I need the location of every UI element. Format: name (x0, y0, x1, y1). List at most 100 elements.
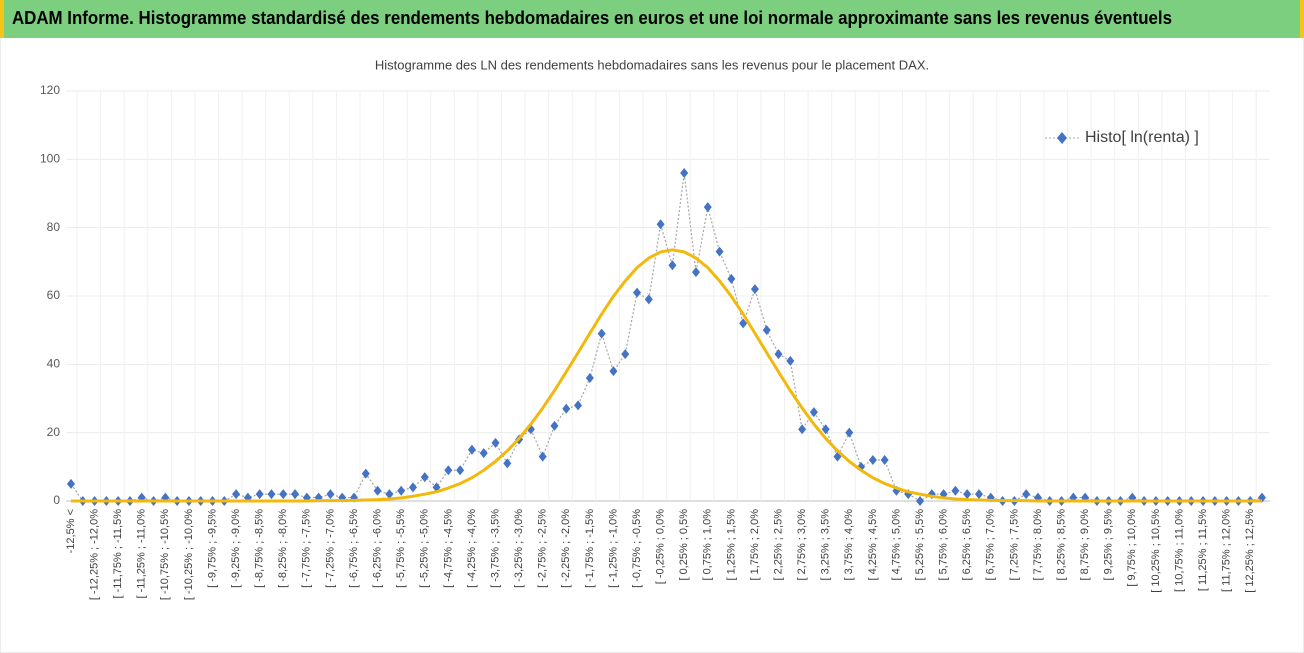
data-point (821, 424, 830, 435)
data-point (397, 485, 406, 496)
data-point (809, 407, 818, 418)
y-tick-label: 120 (40, 83, 60, 97)
x-tick-label: [ -1,25% ; -1,0% (607, 509, 619, 588)
x-tick-label: [ 8,75% ; 9,0% (1079, 509, 1091, 581)
banner (0, 0, 1304, 38)
data-point (868, 455, 877, 465)
x-tick-label: [ -9,75% ; -9,5% (206, 509, 218, 588)
data-point (491, 437, 500, 448)
data-point (597, 328, 606, 339)
x-tick-label: [ -10,75% ; -10,5% (159, 509, 171, 600)
x-tick-label: [ 5,75% ; 6,0% (938, 509, 950, 581)
data-point (609, 366, 618, 377)
data-point (727, 273, 736, 284)
data-point (456, 465, 465, 476)
data-point (562, 403, 571, 414)
x-tick-label: [ 3,75% ; 4,0% (843, 509, 855, 581)
x-tick-label: [ -8,75% ; -8,5% (254, 509, 266, 588)
x-tick-label: [ 6,75% ; 7,0% (985, 509, 997, 581)
normal-curve (71, 248, 1262, 503)
banner-edge (1300, 0, 1304, 38)
data-point (633, 287, 642, 298)
x-tick-label: [ 10,25% ; 10,5% (1150, 509, 1162, 593)
data-point (479, 448, 488, 459)
data-point (361, 468, 370, 479)
x-tick-label: [ 9,25% ; 9,5% (1103, 509, 1115, 581)
y-tick-label: 80 (47, 220, 61, 234)
x-tick-label: [ 3,25% ; 3,5% (820, 509, 832, 581)
data-point (750, 284, 759, 295)
x-tick-label: [ -8,25% ; -8,0% (277, 509, 289, 588)
x-tick-label: [ 1,75% ; 2,0% (749, 509, 761, 581)
data-point (550, 420, 559, 431)
x-tick-label: [ -5,25% ; -5,0% (419, 509, 431, 588)
x-tick-label: [ 7,75% ; 8,0% (1032, 509, 1044, 581)
x-tick-label: [ -5,75% ; -5,5% (395, 509, 407, 588)
x-tick-label: [ 11,25% ; 11,5% (1197, 509, 1209, 591)
data-point (373, 485, 382, 496)
x-tick-label: [ 1,25% ; 1,5% (725, 509, 737, 581)
x-tick-label: [ 0,25% ; 0,5% (678, 509, 690, 581)
x-tick-label: [ -6,75% ; -6,5% (348, 509, 360, 588)
data-point (916, 496, 925, 506)
x-tick-label: [ -10,25% ; -10,0% (183, 509, 195, 600)
banner-title: ADAM Informe. Histogramme standardisé de… (12, 8, 1172, 28)
data-point (798, 424, 807, 435)
data-point (644, 294, 653, 305)
x-tick-label: [ 10,75% ; 11,0% (1173, 509, 1185, 592)
x-tick-label: [ 11,75% ; 12,0% (1221, 509, 1233, 592)
data-point (703, 202, 712, 213)
data-point (385, 489, 394, 500)
x-tick-label: [ 12,25% ; 12,5% (1244, 509, 1256, 593)
x-tick-label: [ -7,25% ; -7,0% (324, 509, 336, 588)
data-point (668, 260, 677, 271)
x-tick-label: [ 0,75% ; 1,0% (702, 509, 714, 581)
data-point (574, 400, 583, 411)
data-point (963, 489, 972, 500)
y-tick-label: 40 (47, 357, 61, 371)
x-tick-label: [ -7,75% ; -7,5% (301, 509, 313, 588)
data-point (691, 267, 700, 278)
x-tick-label: [ -2,25% ; -2,0% (560, 509, 572, 588)
y-tick-label: 0 (53, 493, 60, 507)
data-point (267, 489, 276, 500)
x-tick-label: [ -12,25% ; -12,0% (88, 509, 100, 600)
x-tick-label: [ 5,25% ; 5,5% (914, 509, 926, 581)
data-point (621, 349, 630, 360)
data-point (974, 489, 983, 500)
x-tick-label: [ -9,25% ; -9,0% (230, 509, 242, 588)
legend-label: Histo[ ln(renta) ] (1085, 129, 1199, 146)
x-tick-label: [ -1,75% ; -1,5% (584, 509, 596, 588)
y-tick-label: 100 (40, 152, 60, 166)
data-point (585, 373, 594, 383)
x-tick-label: [ -3,25% ; -3,0% (513, 509, 525, 588)
data-point (408, 482, 417, 493)
x-tick-label: [ 8,25% ; 8,5% (1055, 509, 1067, 581)
data-point (67, 478, 75, 489)
data-point (291, 489, 300, 500)
x-tick-label: [ -3,75% ; -3,5% (489, 509, 501, 588)
data-point (444, 465, 453, 476)
legend-marker (1057, 132, 1067, 144)
x-tick-label: [ 4,25% ; 4,5% (867, 509, 879, 581)
chart-title: Histogramme des LN des rendements hebdom… (375, 57, 929, 72)
data-point (680, 168, 689, 178)
data-point (762, 325, 771, 336)
x-tick-label: [ 2,75% ; 3,0% (796, 509, 808, 581)
data-point (279, 489, 288, 500)
data-point (503, 458, 512, 469)
x-tick-label: [ 2,25% ; 2,5% (772, 509, 784, 581)
x-tick-label: -12,5% < (65, 509, 77, 553)
data-point (232, 489, 241, 500)
x-tick-label: [ -2,75% ; -2,5% (537, 509, 549, 588)
data-point (656, 219, 665, 230)
x-tick-label: [ -4,25% ; -4,0% (466, 509, 478, 588)
data-point (1022, 489, 1031, 500)
data-point (739, 318, 748, 329)
data-point (715, 246, 724, 257)
data-point (774, 349, 783, 360)
data-point (467, 444, 476, 455)
data-point (880, 455, 889, 465)
